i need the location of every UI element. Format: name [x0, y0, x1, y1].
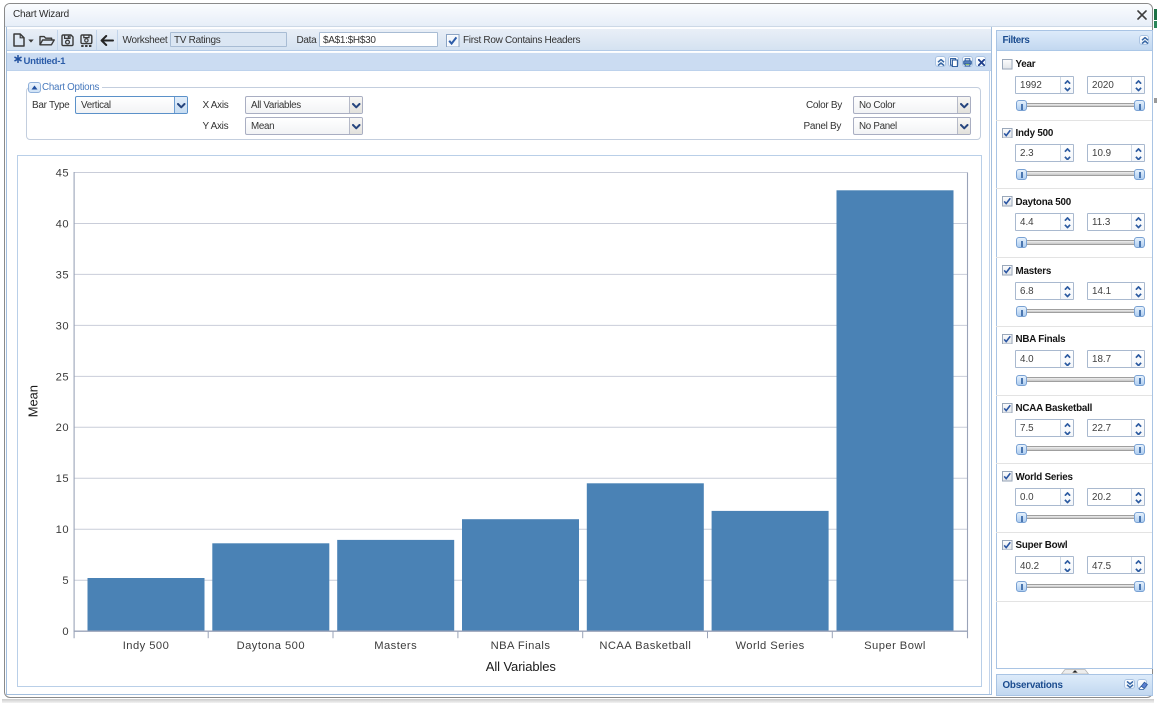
svg-text:35: 35: [55, 269, 68, 281]
svg-text:40: 40: [55, 218, 68, 230]
svg-text:20: 20: [55, 422, 68, 434]
svg-text:25: 25: [55, 371, 68, 383]
svg-text:10: 10: [55, 524, 68, 536]
svg-text:15: 15: [55, 473, 68, 485]
svg-text:Mean: Mean: [25, 385, 40, 417]
svg-text:NBA Finals: NBA Finals: [490, 639, 550, 651]
svg-text:NCAA Basketball: NCAA Basketball: [599, 639, 691, 651]
svg-text:World Series: World Series: [735, 639, 804, 651]
svg-text:30: 30: [55, 320, 68, 332]
svg-text:Super Bowl: Super Bowl: [864, 639, 926, 651]
svg-text:45: 45: [55, 167, 68, 179]
svg-text:0: 0: [62, 626, 69, 638]
svg-text:All Variables: All Variables: [485, 659, 556, 674]
svg-text:5: 5: [62, 575, 69, 587]
svg-text:Indy 500: Indy 500: [122, 639, 169, 651]
svg-text:Daytona 500: Daytona 500: [236, 639, 304, 651]
svg-text:Masters: Masters: [374, 639, 417, 651]
